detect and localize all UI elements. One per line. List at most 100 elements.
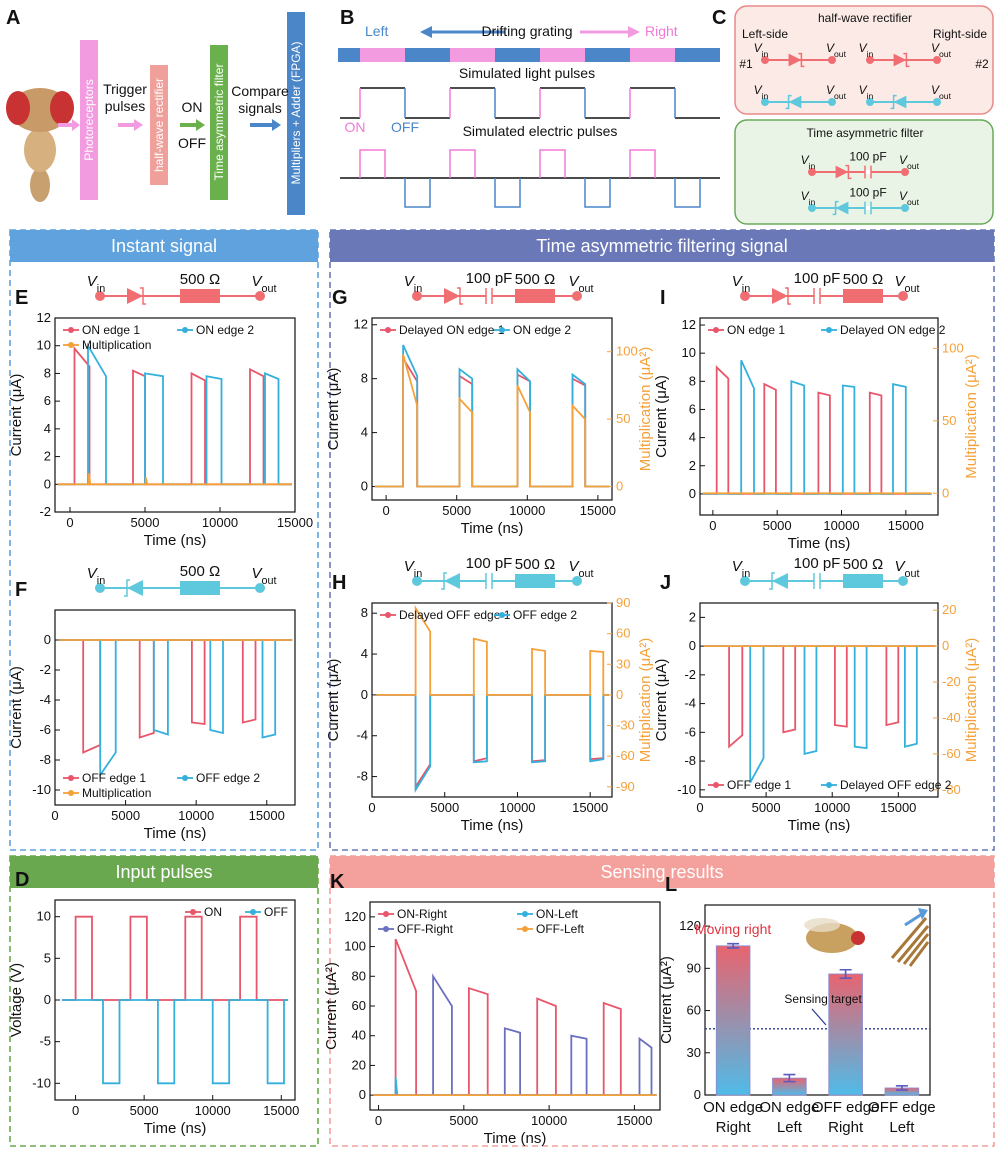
diode-bar: [845, 164, 852, 180]
capacitor-gap: [814, 579, 820, 583]
y-axis-title: Current (μA): [325, 659, 342, 742]
voltage-subscript: in: [414, 283, 422, 295]
flow-arrows: [58, 119, 281, 131]
capacitor: [813, 573, 821, 589]
x-tick-label: 10000: [823, 518, 859, 533]
diode-bar: [140, 287, 146, 305]
flow-label: pulses: [105, 98, 145, 114]
voltage-label: Vout: [251, 273, 276, 295]
capacitor-label: 100 pF: [849, 186, 886, 200]
panel-letter: B: [340, 7, 354, 29]
voltage-subscript: in: [762, 49, 769, 59]
voltage-subscript: out: [579, 283, 594, 295]
y2-axis-title: Multiplication (μA²): [963, 354, 980, 479]
voltage-symbol: V: [931, 83, 940, 97]
side-number: #1: [739, 57, 753, 71]
series-line: [374, 354, 610, 488]
x-tick-label: 15000: [888, 518, 924, 533]
flow-label: ON: [182, 99, 203, 115]
section-header: [10, 230, 318, 262]
series-line: [59, 639, 293, 754]
x-axis-title: Time (ns): [144, 825, 207, 842]
y2-tick-label: -60: [942, 746, 961, 761]
fly-wing: [804, 918, 840, 932]
legend-marker: [385, 327, 391, 333]
legend-label: ON edge 1: [727, 323, 785, 337]
off-edges: [404, 88, 676, 118]
y-tick-label: 0: [694, 1087, 701, 1102]
legend-label: OFF-Right: [397, 922, 454, 936]
y-tick-label: -8: [356, 769, 368, 784]
grating: [338, 48, 720, 62]
x-tick-label: 0: [709, 518, 716, 533]
voltage-label: Vout: [826, 83, 847, 101]
y2-axis-title: Multiplication (μA²): [637, 347, 654, 472]
x-axis-title: Time (ns): [461, 520, 524, 537]
series-line: [61, 915, 289, 1001]
y2-tick-label: -80: [942, 782, 961, 797]
y-tick-label: -5: [39, 1034, 51, 1049]
y-axis-title: Current (μA): [8, 374, 25, 457]
voltage-subscript: out: [834, 91, 847, 101]
section-header: [330, 856, 994, 888]
x-tick-label: 0: [383, 503, 390, 518]
grating-stripe: [540, 48, 585, 62]
y-tick-label: 100: [344, 939, 366, 954]
diode: [127, 580, 143, 596]
voltage-label: Vout: [894, 558, 919, 580]
series-line: [376, 694, 610, 790]
diode-bar: [457, 287, 463, 305]
y-tick-label: 8: [44, 365, 51, 380]
y2-tick-label: -40: [942, 710, 961, 725]
x-tick-label: 10000: [195, 1103, 231, 1118]
arrow-head: [918, 908, 928, 920]
terminal: [740, 291, 750, 301]
x-tick-label: 5000: [131, 515, 160, 530]
y-tick-label: 4: [361, 425, 368, 440]
terminal: [761, 98, 769, 106]
x-tick-label: Right: [828, 1119, 864, 1136]
resistor-label: 500 Ω: [843, 271, 883, 288]
series-line: [374, 344, 610, 488]
terminal: [808, 204, 816, 212]
terminal: [95, 583, 105, 593]
y-tick-label: 120: [679, 918, 701, 933]
plot-frame: [371, 602, 613, 798]
terminal: [572, 576, 582, 586]
arrow-head: [420, 26, 432, 38]
voltage-symbol: V: [251, 273, 263, 290]
y-axis-title: Current (μA): [653, 375, 670, 458]
terminal: [898, 576, 908, 586]
voltage-symbol: V: [568, 558, 580, 575]
section-header: [10, 856, 318, 888]
error-bar: [727, 942, 740, 949]
terminal: [901, 168, 909, 176]
voltage-subscript: out: [907, 161, 920, 171]
resistor: [843, 574, 883, 588]
legend-label: Delayed ON edge 2: [840, 323, 946, 337]
x-tick-label: 5000: [442, 503, 471, 518]
voltage-label: Vout: [894, 273, 919, 295]
off-pulses: [404, 178, 701, 208]
y-tick-label: 4: [689, 430, 696, 445]
fly-eye: [6, 91, 30, 125]
error-bar: [783, 1073, 796, 1083]
legend-label: ON-Right: [397, 907, 448, 921]
wave-label: Simulated light pulses: [459, 65, 595, 81]
terminal: [828, 98, 836, 106]
x-tick-label: 0: [66, 515, 73, 530]
x-tick-label: 10000: [509, 503, 545, 518]
y-tick-label: 20: [352, 1057, 366, 1072]
diode: [772, 573, 788, 589]
legend-marker: [68, 327, 74, 333]
legend-label: OFF edge 1: [727, 778, 791, 792]
panel-letter: C: [712, 7, 726, 29]
y2-tick-label: 50: [616, 411, 630, 426]
x-axis-title: Time (ns): [144, 532, 207, 549]
y2-tick-label: -30: [616, 718, 635, 733]
y-tick-label: 90: [687, 960, 701, 975]
y-tick-label: -8: [39, 752, 51, 767]
x-tick-label: 10000: [499, 800, 535, 815]
voltage-subscript: in: [867, 91, 874, 101]
threshold-label: Sensing target: [784, 992, 862, 1006]
